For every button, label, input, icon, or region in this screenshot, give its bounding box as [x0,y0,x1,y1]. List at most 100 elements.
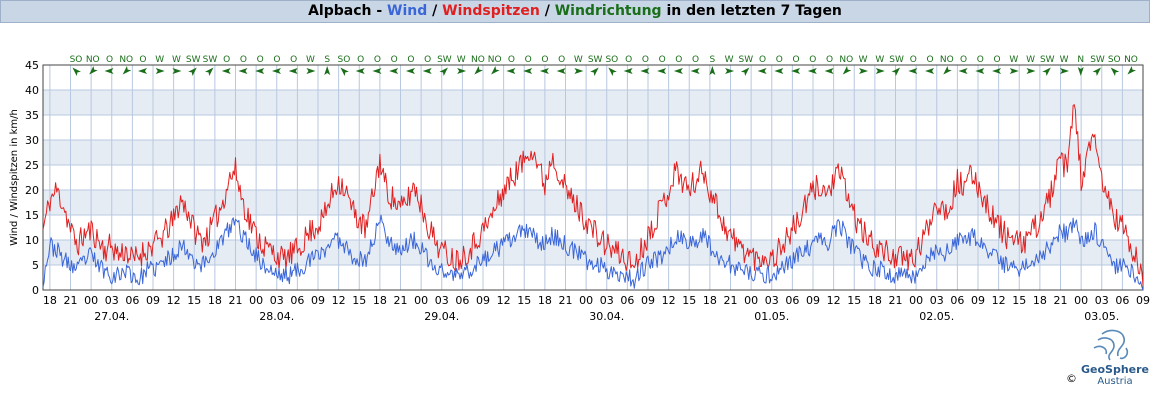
title-sep1: / [427,3,443,19]
wind-direction-label: W [875,55,884,65]
wind-direction-label: O [424,55,431,65]
wind-direction-label: SO [338,55,351,65]
wind-direction-arrow [306,68,316,74]
wind-direction-label: SO [605,55,618,65]
date-label: 29.04. [424,310,459,323]
wind-direction-label: S [324,55,330,65]
wind-direction-arrow [72,67,81,76]
wind-direction-arrow [1009,68,1019,74]
wind-direction-arrow [104,68,114,74]
wind-direction-arrow [389,68,399,74]
x-tick-label: 00 [249,294,263,307]
wind-direction-arrow [824,68,834,74]
wind-direction-label: O [826,55,833,65]
y-tick-label: 20 [25,184,39,197]
x-tick-label: 21 [394,294,408,307]
x-tick-label: 03 [600,294,614,307]
wind-direction-arrow [992,68,1002,74]
wind-direction-label: O [106,55,113,65]
wind-direction-arrow [288,68,298,74]
x-tick-label: 21 [229,294,243,307]
wind-direction-arrow [709,66,716,75]
y-tick-label: 35 [25,109,39,122]
wind-direction-arrow [506,68,516,74]
wind-direction-label: NO [839,55,853,65]
x-tick-label: 03 [765,294,779,307]
wind-direction-label: N [1077,55,1084,65]
wind-direction-arrow [340,67,349,76]
wind-direction-arrow [875,68,885,74]
wind-direction-label: SW [1090,55,1105,65]
wind-direction-label: O [391,55,398,65]
wind-direction-label: NO [119,55,133,65]
wind-direction-label: O [541,55,548,65]
x-tick-label: 15 [847,294,861,307]
x-tick-label: 15 [517,294,531,307]
wind-direction-arrow [238,68,248,74]
wind-direction-label: W [725,55,734,65]
wind-direction-arrow [255,68,265,74]
x-tick-label: 21 [64,294,78,307]
wind-direction-arrow [474,66,483,75]
plot-band [43,90,1143,115]
x-tick-label: 09 [971,294,985,307]
x-tick-label: 21 [559,294,573,307]
date-label: 30.04. [589,310,624,323]
wind-direction-arrow [205,67,214,76]
wind-direction-label: W [155,55,164,65]
wind-direction-arrow [355,68,365,74]
wind-direction-label: O [809,55,816,65]
y-tick-label: 30 [25,134,39,147]
wind-direction-label: SO [70,55,83,65]
wind-direction-arrow [122,66,132,75]
wind-series-line [42,214,1144,291]
x-tick-label: 09 [476,294,490,307]
wind-direction-arrow [608,67,617,76]
wind-direction-arrow [859,68,869,74]
x-tick-label: 12 [497,294,511,307]
x-tick-label: 15 [187,294,201,307]
x-tick-label: 18 [373,294,387,307]
wind-direction-arrow [623,68,633,74]
y-tick-label: 45 [25,59,39,72]
x-tick-label: 06 [785,294,799,307]
x-tick-label: 06 [455,294,469,307]
x-tick-label: 09 [146,294,160,307]
date-label: 02.05. [919,310,954,323]
wind-direction-label: O [625,55,632,65]
wind-direction-label: O [659,55,666,65]
wind-direction-arrow [791,68,801,74]
wind-direction-label: O [675,55,682,65]
chart-title: Alpbach - Wind / Windspitzen / Windricht… [0,0,1150,23]
x-tick-label: 15 [1012,294,1026,307]
y-tick-label: 15 [25,209,39,222]
wind-direction-label: SW [889,55,904,65]
x-tick-label: 15 [352,294,366,307]
wind-direction-label: O [357,55,364,65]
wind-direction-arrow [757,68,767,74]
y-tick-label: 25 [25,159,39,172]
x-tick-label: 06 [290,294,304,307]
wind-direction-arrow [842,66,852,75]
wind-direction-label: O [927,55,934,65]
x-tick-label: 18 [208,294,222,307]
wind-direction-arrow [673,68,683,74]
wind-direction-label: SW [739,55,754,65]
wind-direction-label: NO [471,55,485,65]
wind-direction-arrow [943,66,952,75]
x-tick-label: 18 [538,294,552,307]
y-axis-label: Wind / Windspitzen in km/h [9,109,20,246]
wind-direction-arrow [137,68,147,74]
x-tick-label: 00 [84,294,98,307]
wind-direction-label: O [642,55,649,65]
wind-direction-arrow [657,68,667,74]
wind-direction-arrow [1110,67,1120,76]
wind-direction-arrow [958,68,968,74]
wind-direction-label: SO [1108,55,1121,65]
x-tick-label: 06 [950,294,964,307]
logo-subtitle: Austria [1097,376,1133,387]
x-tick-label: 18 [703,294,717,307]
wind-direction-label: W [457,55,466,65]
wind-direction-label: SW [203,55,218,65]
